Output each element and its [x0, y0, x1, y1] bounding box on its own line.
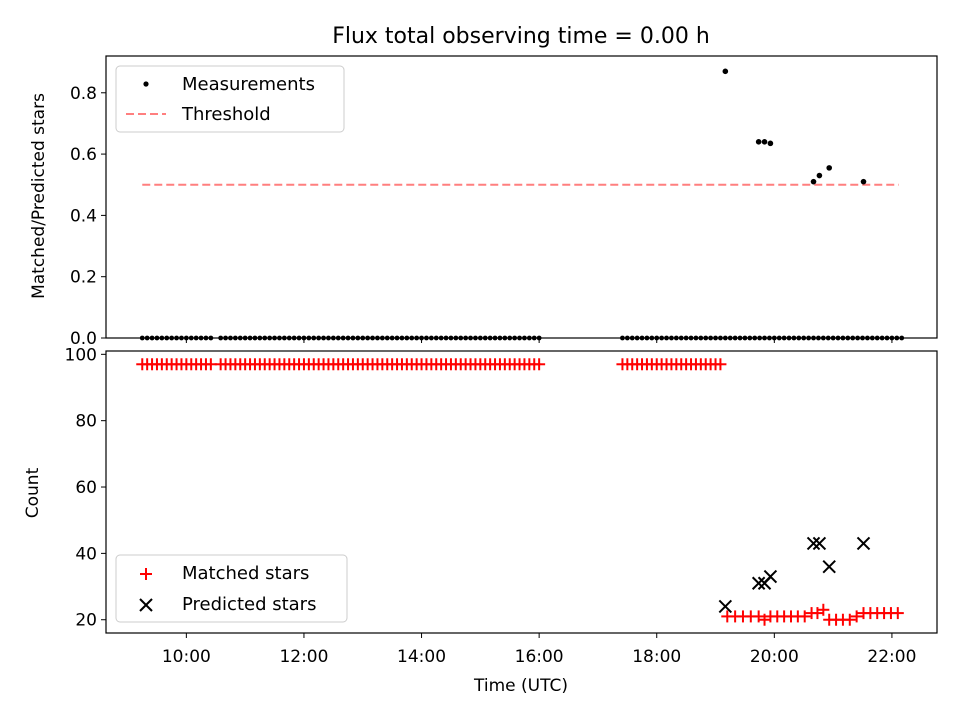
top-legend-box	[115, 65, 345, 133]
top-y-ticks: 0.0 0.2 0.4 0.6 0.8	[70, 84, 106, 349]
bottom-x-tick-label: 14:00	[397, 647, 446, 667]
matched-stars-point	[817, 603, 830, 616]
top-axes-frame	[105, 55, 938, 339]
bottom-y-ticks: 20 40 60 80 100	[65, 345, 106, 631]
bottom-panel: Count 20 40 60 80 100 10:00 12:00 14:00 16:00 18…	[23, 345, 938, 667]
measurement-point	[860, 178, 867, 185]
predicted-stars-point	[751, 576, 766, 590]
predicted-stars-legend-marker	[139, 598, 153, 612]
bottom-x-tick-label: 20:00	[750, 647, 799, 667]
top-panel: Matched/Predicted stars 0.00.20.40.60.8 …	[29, 55, 938, 349]
measurements-legend-marker	[143, 81, 149, 87]
bottom-axes-frame	[105, 350, 938, 634]
bottom-y-tick-label: 100	[65, 345, 97, 365]
bottom-y-tick-label: 60	[75, 478, 97, 498]
top-y-tick-label: 0.4	[70, 206, 97, 226]
bottom-legend: Matched stars Predicted stars	[115, 554, 348, 623]
measurement-point	[722, 68, 729, 75]
top-y-axis-label: Matched/Predicted stars	[29, 93, 49, 299]
matched-stars-legend-label: Matched stars	[182, 563, 309, 584]
measurement-point	[767, 140, 774, 147]
top-legend: Measurements Threshold	[115, 65, 345, 133]
top-y-tick-label: 0.2	[70, 268, 97, 288]
predicted-stars-point	[806, 536, 821, 551]
matched-stars-point	[891, 607, 904, 620]
matched-stars-legend-marker	[140, 568, 152, 580]
x-axis-label: Time (UTC)	[473, 676, 568, 696]
matched-stars-point	[843, 613, 856, 626]
bottom-x-tick-label: 12:00	[279, 647, 328, 667]
bottom-legend-box	[115, 554, 348, 623]
measurement-point	[810, 178, 817, 185]
predicted-stars-point	[718, 599, 733, 614]
bottom-y-tick-label: 80	[75, 412, 97, 432]
bottom-y-axis-label: Count	[23, 467, 43, 518]
matched-stars-point	[714, 358, 727, 371]
measurement-point	[816, 172, 823, 179]
chart-title: Flux total observing time = 0.00 h	[332, 24, 710, 49]
top-y-tick-label: 0.8	[70, 84, 97, 104]
matched-stars-point	[850, 610, 863, 623]
bottom-y-tick-label: 40	[75, 544, 97, 564]
measurement-point	[826, 165, 833, 171]
measurements-legend-label: Measurements	[182, 74, 315, 95]
predicted-stars-point	[822, 559, 836, 574]
measurement-point	[761, 139, 768, 145]
bottom-y-tick-label: 20	[75, 611, 97, 631]
bottom-x-tick-label: 18:00	[632, 647, 681, 667]
threshold-legend-label: Threshold	[181, 104, 271, 125]
top-y-tick-label: 0.6	[70, 145, 97, 165]
bottom-x-tick-label: 22:00	[867, 647, 916, 667]
predicted-stars-point	[763, 569, 778, 584]
predicted-stars-point	[812, 536, 827, 551]
predicted-stars-point	[856, 536, 871, 551]
matched-stars-point	[798, 610, 811, 623]
predicted-stars-legend-label: Predicted stars	[182, 594, 316, 615]
measurement-point	[755, 139, 762, 145]
bottom-x-tick-label: 16:00	[515, 647, 564, 667]
bottom-x-ticks: 10:00 12:00 14:00 16:00 18:00 20:00 22:00	[162, 633, 916, 667]
matched-stars-point	[533, 358, 546, 371]
bottom-plot-area	[136, 358, 904, 626]
bottom-x-tick-label: 10:00	[162, 647, 211, 667]
top-y-tick-label: 0.0	[70, 329, 97, 349]
